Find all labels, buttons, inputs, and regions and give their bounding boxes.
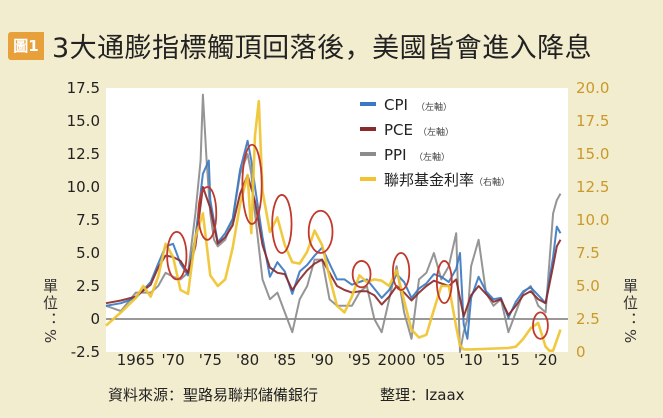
x-tick-label: '80 [236,351,259,369]
left-tick-label: 7.5 [76,211,100,229]
legend-label-ppi: PPI [384,146,407,164]
legend-box [352,90,500,196]
left-tick-label: 0 [90,310,100,328]
highlight-circle [351,260,372,289]
left-tick-label: 2.5 [76,277,100,295]
legend-label-cpi: CPI [384,96,408,114]
highlight-circle [271,194,293,254]
legend-label-pce: PCE [384,121,413,139]
left-tick-label: 17.5 [67,79,100,97]
right-tick-label: 15.0 [576,145,609,163]
right-tick-label: 17.5 [576,112,609,130]
highlight-circle [241,143,263,225]
series-line-cpi [105,139,562,340]
chart-title: 3大通膨指標觸頂回落後，美國皆會進入降息 [52,33,593,64]
right-axis-unit: 單位：% [621,278,639,346]
figure-badge: 圖1 [8,32,44,60]
series-line-fed [105,99,562,353]
highlight-circle [391,252,411,291]
series-line-pce [105,174,562,318]
x-tick-label: '05 [422,351,445,369]
x-tick-label: '20 [534,351,557,369]
tick-labels: 17.5 15.0 12.5 10.0 7.5 5.0 2.5 0 -2.5 20.0 17.5 15… [67,79,610,369]
left-tick-label: 15.0 [67,112,100,130]
x-tick-label: '15 [497,351,520,369]
right-tick-label: 2.5 [576,310,600,328]
x-tick-label: '95 [348,351,371,369]
legend: CPI （左軸）PCE （左軸）PPI （左軸）聯邦基金利率 （右軸） [352,90,510,196]
x-tick-label: '10 [460,351,483,369]
x-tick-label: '70 [161,351,184,369]
compiled-by: 整理：Izaax [380,386,465,404]
legend-note-cpi: （左軸） [416,101,452,113]
highlight-circle [532,311,549,340]
x-tick-label: '90 [310,351,333,369]
right-tick-label: 10.0 [576,211,609,229]
left-tick-label: 10.0 [67,178,100,196]
highlight-circle [197,186,218,241]
x-tick-label: '75 [199,351,222,369]
right-tick-label: 20.0 [576,79,609,97]
right-tick-label: 5.0 [576,277,600,295]
highlight-circles [166,143,549,340]
highlight-circle [435,260,453,305]
series-lines [105,93,562,353]
left-axis-unit: 單位：% [41,278,59,346]
x-tick-label: '85 [273,351,296,369]
highlight-circle [166,230,188,281]
right-tick-label: 0 [576,343,586,361]
data-source: 資料來源：聖路易聯邦儲備銀行 [108,386,319,404]
left-tick-label: 5.0 [76,244,100,262]
left-tick-label: -2.5 [71,343,100,361]
legend-note-fed: （右軸） [474,176,510,188]
left-tick-label: 12.5 [67,145,100,163]
legend-label-fed: 聯邦基金利率 [384,171,474,189]
right-tick-label: 7.5 [576,244,600,262]
legend-note-ppi: （左軸） [414,151,450,163]
x-tick-label: 1965 [117,351,155,369]
right-tick-label: 12.5 [576,178,609,196]
x-tick-label: 2000 [378,351,416,369]
legend-note-pce: （左軸） [418,126,454,138]
highlight-circle [307,209,334,254]
